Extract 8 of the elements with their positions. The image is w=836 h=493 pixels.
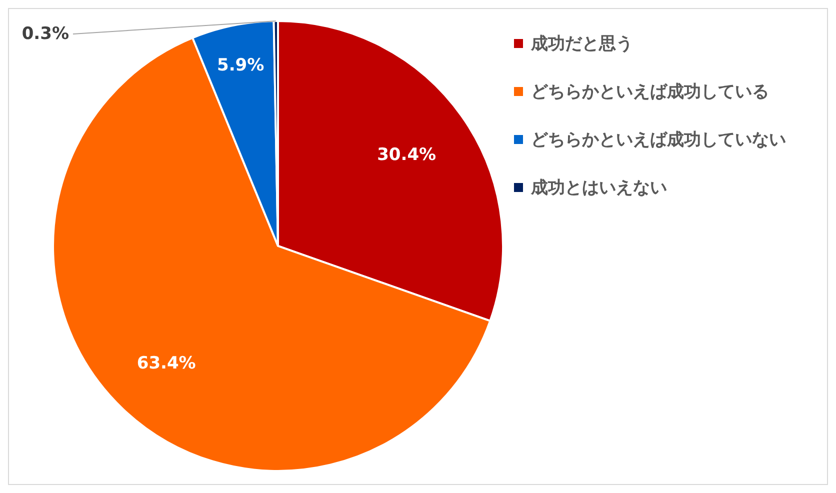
legend-label: 成功だと思う: [531, 32, 633, 54]
data-label: 0.3%: [22, 24, 69, 44]
data-label: 30.4%: [377, 145, 436, 166]
legend-label: 成功とはいえない: [531, 176, 667, 198]
legend-label: どちらかといえば成功していない: [531, 128, 786, 150]
legend-label: どちらかといえば成功している: [531, 80, 769, 102]
data-label: 63.4%: [136, 353, 196, 374]
data-label: 5.9%: [217, 55, 264, 76]
